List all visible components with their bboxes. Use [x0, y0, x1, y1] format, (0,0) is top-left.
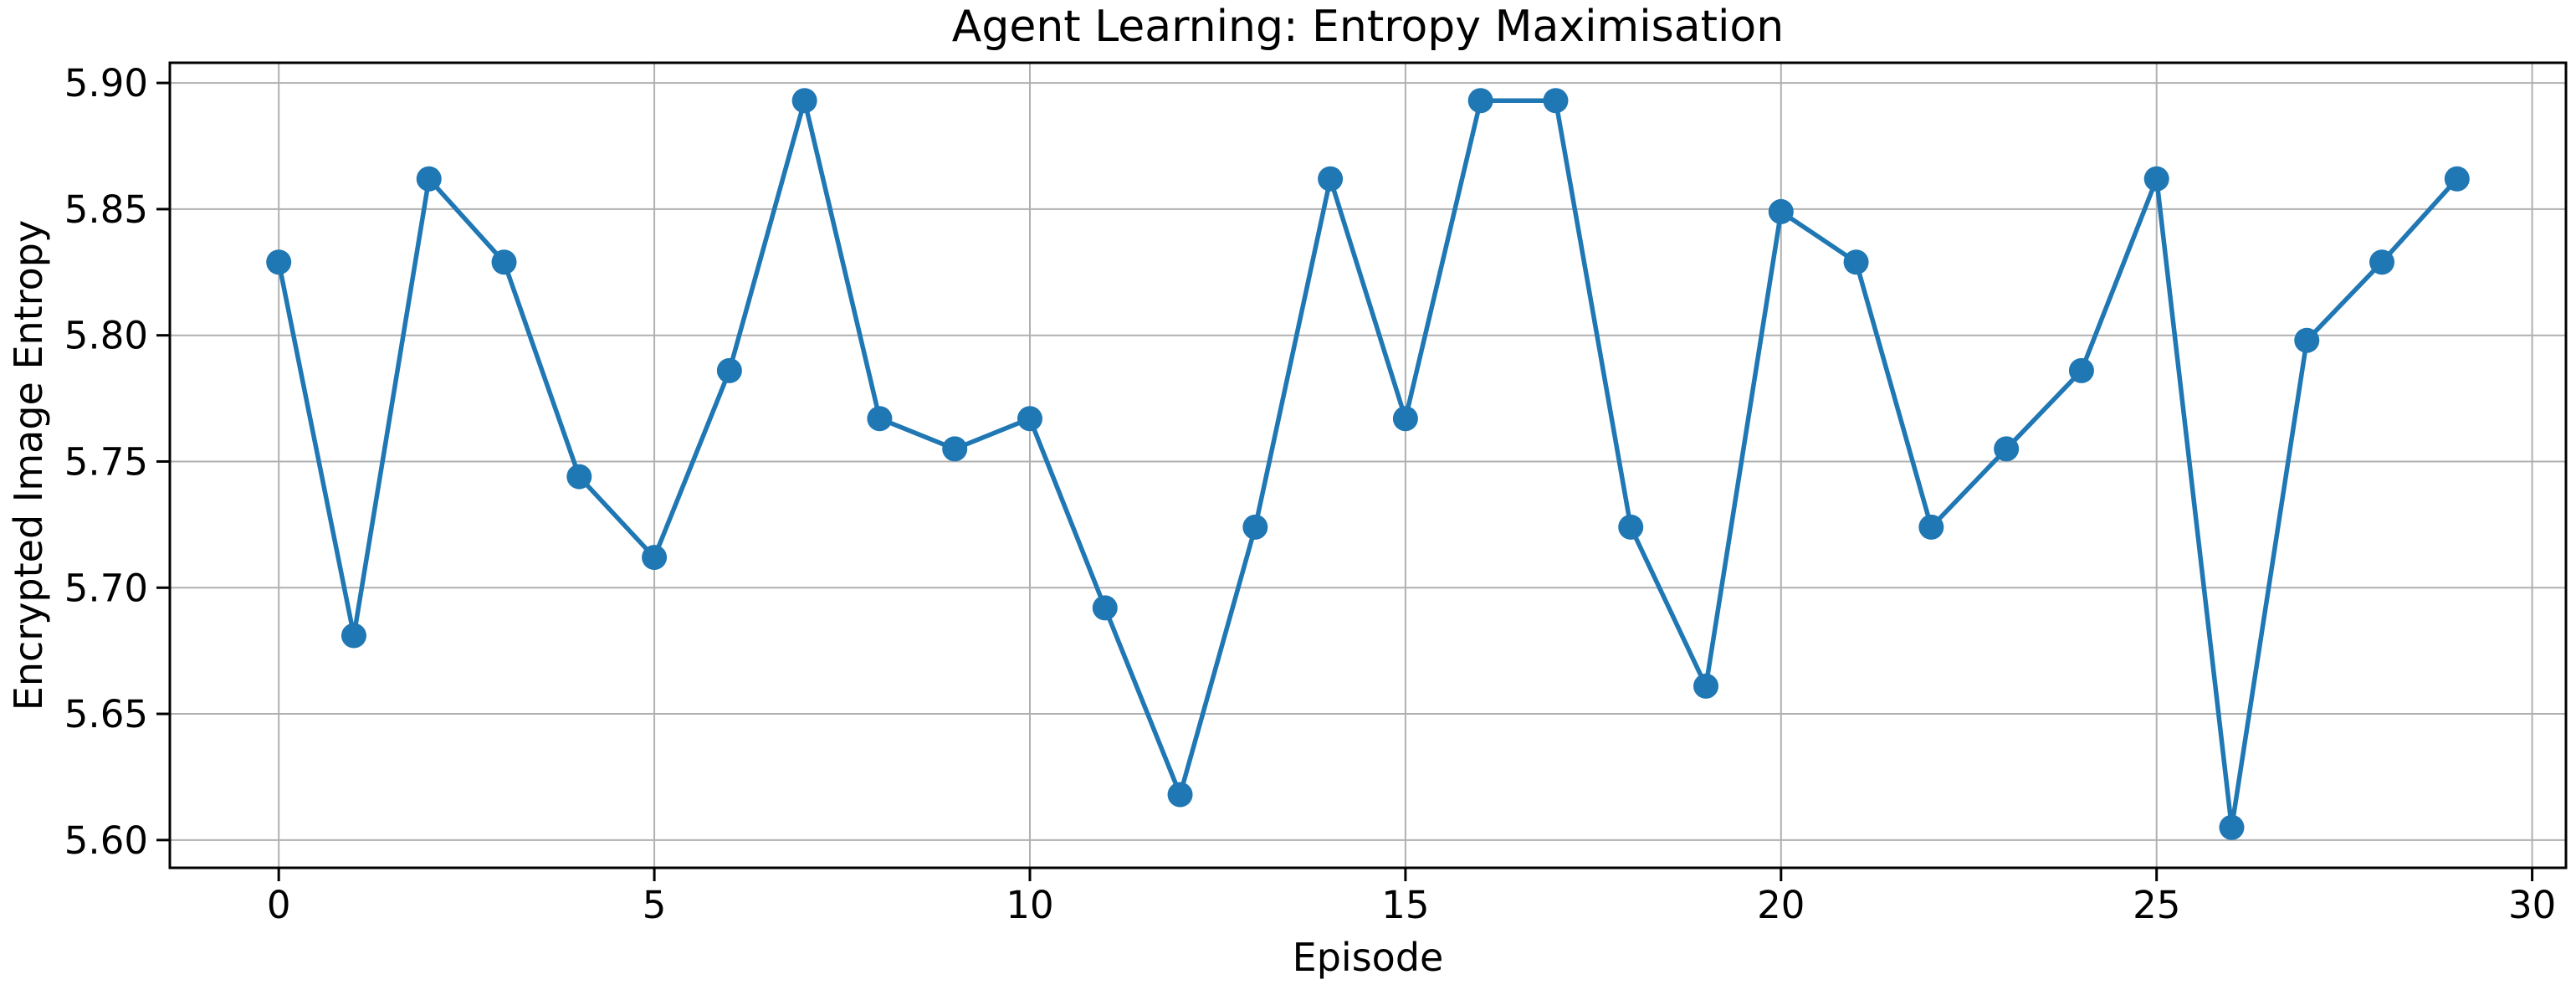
x-tick-label: 30	[2508, 883, 2556, 927]
chart-title: Agent Learning: Entropy Maximisation	[951, 2, 1785, 52]
data-point	[716, 357, 742, 383]
data-point	[2444, 166, 2470, 192]
y-tick-label: 5.60	[64, 818, 148, 863]
x-tick-label: 10	[1006, 883, 1053, 927]
data-point	[416, 166, 442, 192]
axes-frame	[168, 61, 2568, 869]
x-axis-label: Episode	[1292, 935, 1444, 980]
y-tick-label: 5.75	[64, 439, 148, 484]
data-point	[1392, 406, 1418, 432]
data-point	[1467, 88, 1493, 114]
x-tick-label: 0	[267, 883, 291, 927]
y-tick-label: 5.90	[64, 61, 148, 105]
y-tick-label: 5.85	[64, 187, 148, 232]
data-point	[1242, 514, 1268, 540]
data-point	[642, 545, 668, 571]
x-tick-label: 15	[1381, 883, 1429, 927]
data-point	[2294, 327, 2320, 353]
data-point	[1543, 88, 1569, 114]
data-point	[1092, 595, 1118, 621]
x-tick-label: 5	[643, 883, 667, 927]
data-point	[266, 249, 292, 275]
data-point	[1768, 198, 1794, 224]
data-line	[276, 98, 2460, 830]
data-point	[2143, 166, 2169, 192]
plot-background	[170, 63, 2566, 868]
data-point	[566, 464, 592, 490]
data-point	[2068, 357, 2094, 383]
data-point	[2219, 814, 2245, 840]
y-tick-label: 5.70	[64, 566, 148, 610]
data-point	[942, 436, 968, 462]
data-point	[1693, 673, 1719, 699]
data-point	[867, 406, 893, 432]
data-point	[341, 623, 366, 649]
y-tick-label: 5.80	[64, 314, 148, 358]
data-point	[1994, 436, 2020, 462]
data-point	[1017, 406, 1042, 432]
data-point	[491, 249, 517, 275]
data-point	[1618, 514, 1644, 540]
x-tick-label: 25	[2133, 883, 2180, 927]
y-tick-label: 5.65	[64, 692, 148, 736]
data-point	[2369, 249, 2395, 275]
data-point	[791, 88, 817, 114]
data-point	[1318, 166, 1344, 192]
data-point	[1843, 249, 1869, 275]
data-point	[1167, 782, 1193, 808]
data-point	[1918, 514, 1944, 540]
x-tick-label: 20	[1757, 883, 1805, 927]
